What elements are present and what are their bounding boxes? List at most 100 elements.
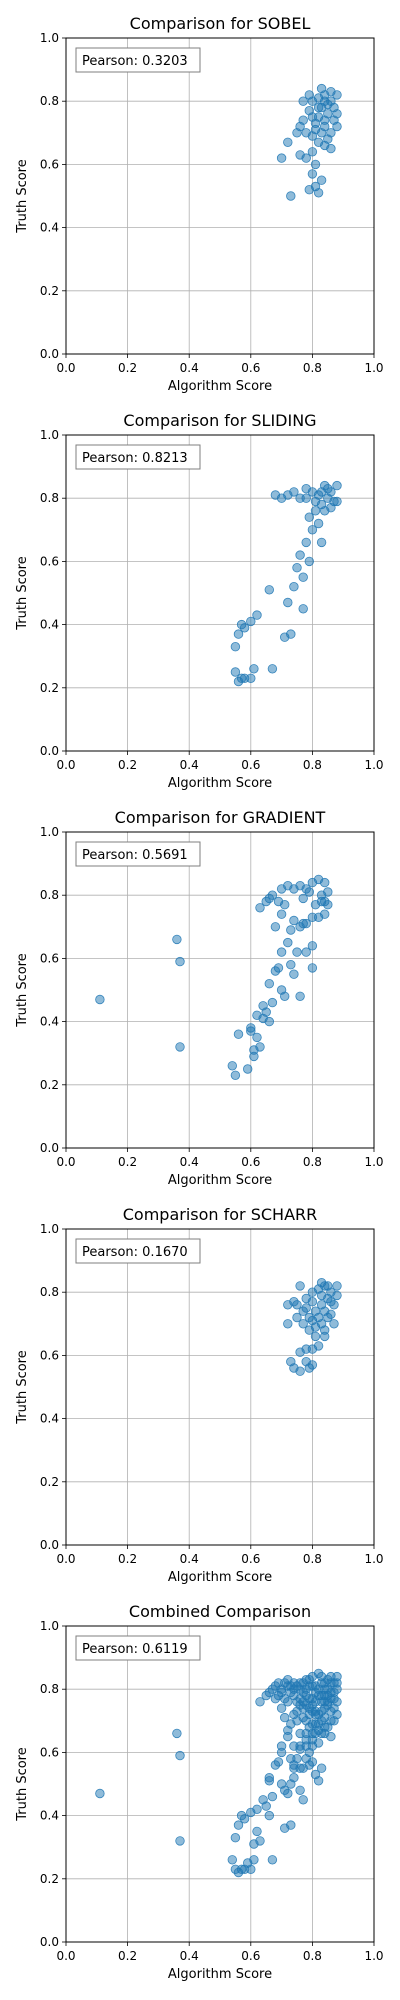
y-tick-label: 0.2	[40, 1475, 59, 1489]
data-point	[304, 887, 315, 897]
data-point	[252, 1804, 262, 1815]
data-point	[227, 1061, 238, 1071]
data-point	[326, 1671, 336, 1682]
y-tick-label: 1.0	[40, 31, 59, 45]
data-point	[233, 1029, 244, 1039]
data-point	[329, 1319, 339, 1329]
data-point	[255, 1836, 265, 1846]
data-point	[280, 1712, 290, 1723]
data-point	[249, 1051, 259, 1062]
data-point	[326, 86, 336, 97]
data-point	[307, 147, 318, 157]
data-point	[267, 997, 278, 1008]
data-point	[310, 124, 321, 135]
data-point	[301, 537, 311, 548]
data-point	[292, 128, 302, 138]
data-point	[286, 925, 296, 935]
y-axis-label: Truth Score	[15, 1350, 30, 1425]
y-tick-label: 0.4	[40, 1809, 59, 1823]
data-point	[332, 1290, 342, 1301]
y-tick-label: 0.4	[40, 1015, 59, 1029]
data-point	[295, 150, 305, 160]
pearson-annotation-box	[75, 841, 201, 867]
data-point	[298, 604, 308, 614]
data-point	[242, 1064, 253, 1074]
y-tick-label: 0.8	[40, 94, 59, 108]
data-point	[323, 134, 333, 144]
data-point	[316, 83, 327, 94]
y-tick-label: 0.2	[40, 1872, 59, 1886]
data-point	[295, 1728, 305, 1739]
data-point	[276, 909, 287, 919]
y-tick-label: 1.0	[40, 825, 59, 839]
y-axis-label: Truth Score	[15, 953, 30, 1028]
chart-title: Comparison for GRADIENT	[115, 808, 326, 827]
data-point	[320, 115, 330, 125]
x-tick-label: 0.2	[118, 1155, 137, 1169]
chart-panel-2: 0.0 0.2 0.4 0.6 0.8 1.0 0.0 0.2 0.4 0.6 0.8 1.0 Comp…	[15, 808, 384, 1188]
data-point	[255, 903, 265, 913]
data-point	[264, 1810, 275, 1821]
data-point	[298, 893, 308, 904]
data-point	[304, 184, 315, 195]
data-point	[283, 937, 293, 948]
x-tick-label: 0.2	[118, 1552, 137, 1566]
x-tick-label: 0.6	[241, 361, 260, 375]
data-point	[270, 1693, 281, 1704]
data-point	[230, 642, 241, 652]
data-point	[313, 1776, 324, 1786]
x-tick-label: 0.6	[241, 758, 260, 772]
data-point	[329, 1716, 339, 1726]
y-tick-label: 0.0	[40, 1141, 59, 1155]
data-point	[301, 1303, 311, 1313]
x-tick-label: 0.8	[303, 1552, 322, 1566]
data-point	[249, 664, 259, 674]
plot-frame	[65, 434, 375, 752]
data-point	[264, 585, 275, 595]
y-tick-label: 0.0	[40, 1935, 59, 1949]
x-tick-label: 0.6	[241, 1949, 260, 1963]
x-tick-label: 1.0	[364, 1949, 383, 1963]
x-tick-label: 0.2	[118, 1949, 137, 1963]
x-tick-label: 0.8	[303, 1949, 322, 1963]
data-point	[298, 572, 308, 582]
data-point	[286, 191, 296, 201]
y-tick-label: 1.0	[40, 428, 59, 442]
x-tick-label: 1.0	[364, 361, 383, 375]
data-point	[332, 480, 342, 491]
data-point	[292, 563, 302, 573]
data-point	[295, 1785, 305, 1796]
data-point	[298, 96, 308, 106]
data-point	[313, 188, 324, 198]
x-tick-label: 0.0	[56, 1949, 75, 1963]
data-point	[316, 1290, 327, 1301]
data-point	[326, 1687, 336, 1698]
data-point	[313, 102, 324, 113]
x-axis-label: Algorithm Score	[168, 1570, 272, 1585]
data-point	[264, 1016, 275, 1027]
data-point	[298, 918, 308, 929]
plot-frame	[65, 1625, 375, 1943]
data-point	[301, 1735, 311, 1745]
x-tick-label: 1.0	[364, 1552, 383, 1566]
pearson-annotation-box	[75, 1238, 201, 1264]
data-point	[246, 673, 256, 684]
data-point	[255, 1697, 265, 1707]
y-tick-label: 0.4	[40, 1412, 59, 1426]
data-point	[273, 1757, 284, 1767]
chart-panel-4: 0.0 0.2 0.4 0.6 0.8 1.0 0.0 0.2 0.4 0.6 0.8 1.0 Comb…	[15, 1602, 384, 1982]
y-tick-label: 0.8	[40, 888, 59, 902]
data-point	[307, 1315, 318, 1326]
x-tick-label: 0.4	[180, 1949, 199, 1963]
data-point	[307, 1296, 318, 1307]
y-tick-label: 0.6	[40, 554, 59, 568]
data-point	[332, 121, 342, 132]
pearson-annotation: Pearson: 0.5691	[82, 848, 188, 863]
data-point	[310, 496, 321, 507]
data-point	[298, 1795, 308, 1805]
data-point	[310, 506, 321, 516]
x-axis-label: Algorithm Score	[168, 1173, 272, 1188]
data-point	[326, 1731, 336, 1742]
data-point	[332, 1678, 342, 1688]
data-point	[289, 487, 299, 497]
